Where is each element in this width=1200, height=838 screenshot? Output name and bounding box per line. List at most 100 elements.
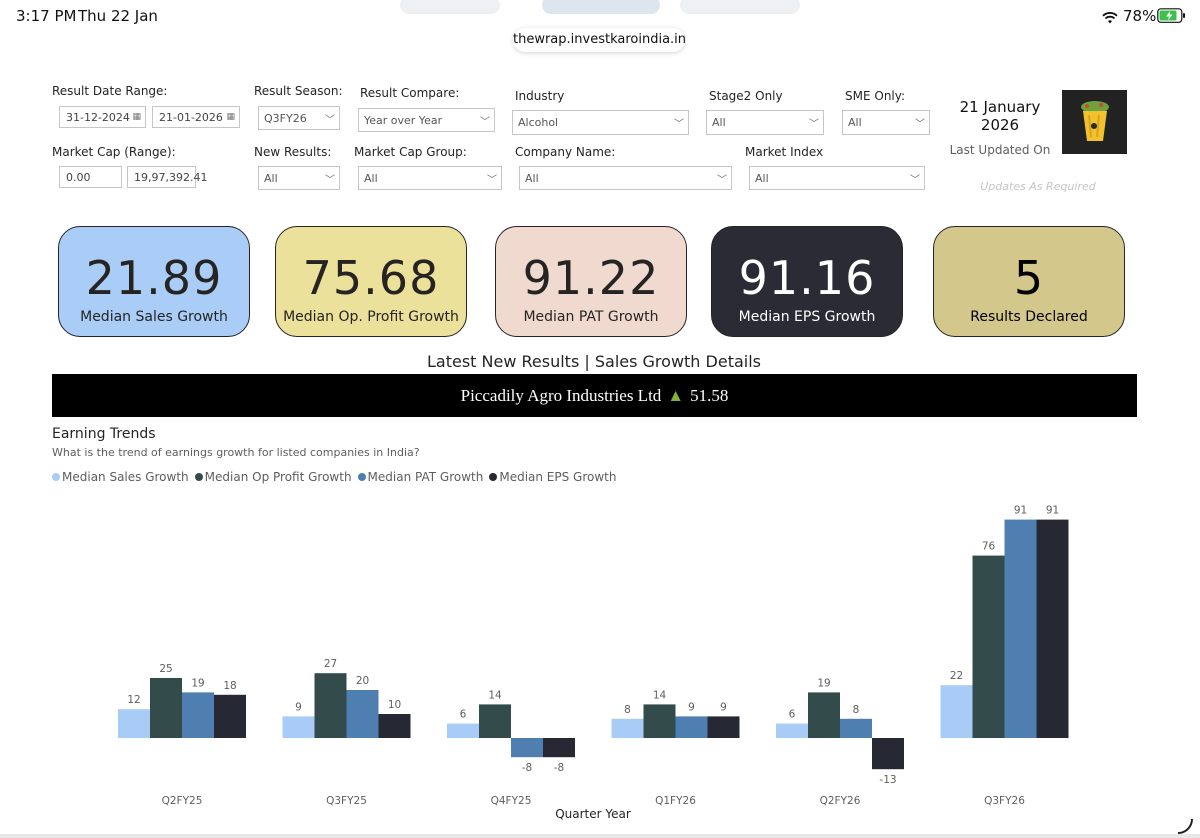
chart-bar[interactable] bbox=[511, 738, 543, 758]
sme-only-dropdown[interactable]: All ﹀ bbox=[842, 110, 930, 135]
data-label: 8 bbox=[853, 704, 860, 716]
x-tick-label: Q1FY26 bbox=[655, 795, 696, 807]
x-tick-label: Q3FY25 bbox=[326, 795, 367, 807]
stage2-only-dropdown[interactable]: All ﹀ bbox=[706, 110, 824, 135]
chart-legend: Median Sales Growth Median Op Profit Grow… bbox=[52, 470, 617, 484]
chart-bar[interactable] bbox=[940, 685, 973, 738]
chart-bar[interactable] bbox=[776, 723, 808, 738]
data-label: 18 bbox=[223, 680, 236, 692]
chart-bar[interactable] bbox=[1004, 519, 1037, 738]
date-to-input[interactable]: 21-01-2026 ▦ bbox=[152, 106, 240, 128]
chart-bar[interactable] bbox=[543, 738, 575, 758]
kpi-card-results-declared: 5 Results Declared bbox=[933, 226, 1125, 337]
result-compare-dropdown[interactable]: Year over Year ﹀ bbox=[358, 108, 495, 132]
x-tick-label: Q2FY25 bbox=[162, 795, 203, 807]
data-label: 20 bbox=[356, 675, 369, 687]
battery-percent: 78% bbox=[1123, 7, 1157, 25]
chart-bar[interactable] bbox=[118, 709, 150, 738]
chart-bar[interactable] bbox=[282, 716, 315, 738]
calendar-icon[interactable]: ▦ bbox=[226, 112, 235, 122]
kpi-card-pat: 91.22 Median PAT Growth bbox=[495, 226, 687, 337]
legend-dot-icon bbox=[52, 473, 60, 481]
new-results-dropdown[interactable]: All ﹀ bbox=[258, 166, 340, 190]
kpi-card-sales: 21.89 Median Sales Growth bbox=[58, 226, 250, 337]
result-season-dropdown[interactable]: Q3FY26 ﹀ bbox=[258, 106, 340, 130]
bottom-scrollbar[interactable] bbox=[0, 834, 1200, 838]
resize-handle-icon[interactable] bbox=[1176, 817, 1194, 838]
browser-tab-ghost[interactable] bbox=[680, 0, 800, 14]
up-arrow-icon: ▲ bbox=[667, 385, 685, 405]
market-cap-group-label: Market Cap Group: bbox=[354, 145, 467, 159]
kpi-caption: Median Op. Profit Growth bbox=[283, 309, 459, 325]
market-index-dropdown[interactable]: All ﹀ bbox=[749, 166, 925, 190]
kpi-value: 5 bbox=[1013, 251, 1045, 305]
market-cap-range-label: Market Cap (Range): bbox=[52, 145, 176, 159]
data-label: 6 bbox=[460, 709, 467, 721]
chart-bar[interactable] bbox=[1036, 519, 1069, 738]
kpi-value: 21.89 bbox=[85, 251, 223, 305]
date-from-value: 31-12-2024 bbox=[66, 110, 130, 124]
legend-item[interactable]: Median Sales Growth bbox=[52, 470, 189, 484]
data-label: 76 bbox=[982, 541, 996, 553]
chart-bar[interactable] bbox=[314, 673, 347, 738]
chart-bar[interactable] bbox=[643, 704, 676, 738]
date-from-input[interactable]: 31-12-2024 ▦ bbox=[59, 106, 146, 128]
chart-bar[interactable] bbox=[675, 716, 708, 738]
chart-bar[interactable] bbox=[150, 678, 182, 738]
data-label: 91 bbox=[1014, 505, 1027, 517]
updates-note: Updates As Required bbox=[980, 180, 1096, 193]
chevron-down-icon: ﹀ bbox=[480, 116, 490, 128]
chart-bar[interactable] bbox=[872, 738, 904, 770]
kpi-card-op-profit: 75.68 Median Op. Profit Growth bbox=[275, 226, 467, 337]
logo-image bbox=[1062, 90, 1127, 154]
battery-charging-icon bbox=[1157, 8, 1187, 28]
kpi-value: 75.68 bbox=[302, 251, 440, 305]
results-ticker[interactable]: Piccadily Agro Industries Ltd ▲ 51.58 bbox=[52, 374, 1137, 417]
legend-item[interactable]: Median Op Profit Growth bbox=[194, 470, 352, 484]
x-tick-label: Q4FY25 bbox=[491, 795, 532, 807]
data-label: 14 bbox=[488, 689, 502, 701]
chart-bar[interactable] bbox=[182, 692, 214, 738]
url-bar[interactable]: thewrap.investkaroindia.in bbox=[513, 28, 686, 52]
data-label: 12 bbox=[127, 694, 140, 706]
chart-bar[interactable] bbox=[972, 555, 1005, 738]
legend-item[interactable]: Median PAT Growth bbox=[357, 470, 483, 484]
data-label: 91 bbox=[1046, 505, 1059, 517]
dropdown-value: All bbox=[848, 116, 862, 129]
chart-bar[interactable] bbox=[214, 694, 246, 738]
chart-bar[interactable] bbox=[611, 718, 644, 738]
chart-bar[interactable] bbox=[707, 716, 740, 738]
chevron-down-icon: ﹀ bbox=[910, 174, 920, 186]
data-label: 19 bbox=[817, 677, 830, 689]
chevron-down-icon: ﹀ bbox=[487, 174, 497, 186]
market-cap-min-input[interactable]: 0.00 bbox=[59, 166, 122, 188]
data-label: 19 bbox=[191, 677, 204, 689]
company-name-dropdown[interactable]: All ﹀ bbox=[519, 166, 732, 190]
calendar-icon[interactable]: ▦ bbox=[132, 112, 141, 122]
data-label: 6 bbox=[789, 709, 796, 721]
chart-bar[interactable] bbox=[840, 718, 872, 738]
legend-label: Median Op Profit Growth bbox=[204, 470, 352, 484]
industry-dropdown[interactable]: Alcohol ﹀ bbox=[512, 110, 689, 135]
company-name-label: Company Name: bbox=[515, 145, 616, 159]
chevron-down-icon: ﹀ bbox=[674, 119, 684, 130]
dropdown-value: All bbox=[525, 171, 539, 185]
chevron-down-icon: ﹀ bbox=[915, 119, 925, 130]
data-label: -13 bbox=[879, 774, 896, 786]
market-cap-group-dropdown[interactable]: All ﹀ bbox=[358, 166, 502, 190]
browser-tab-ghost[interactable] bbox=[400, 0, 500, 14]
legend-item[interactable]: Median EPS Growth bbox=[489, 470, 617, 484]
legend-label: Median Sales Growth bbox=[62, 470, 189, 484]
browser-tab-active-ghost[interactable] bbox=[542, 0, 660, 14]
market-cap-max-input[interactable]: 19,97,392.41 bbox=[127, 166, 207, 188]
chart-bar[interactable] bbox=[479, 704, 511, 738]
chart-bar[interactable] bbox=[808, 692, 840, 738]
industry-label: Industry bbox=[515, 89, 565, 103]
kpi-caption: Median Sales Growth bbox=[80, 309, 228, 325]
legend-label: Median EPS Growth bbox=[499, 470, 617, 484]
chart-bar[interactable] bbox=[447, 723, 479, 738]
chart-bar[interactable] bbox=[378, 714, 411, 738]
chart-bar[interactable] bbox=[346, 690, 379, 738]
section-title: Latest New Results | Sales Growth Detail… bbox=[427, 352, 761, 371]
wifi-icon bbox=[1102, 9, 1118, 28]
